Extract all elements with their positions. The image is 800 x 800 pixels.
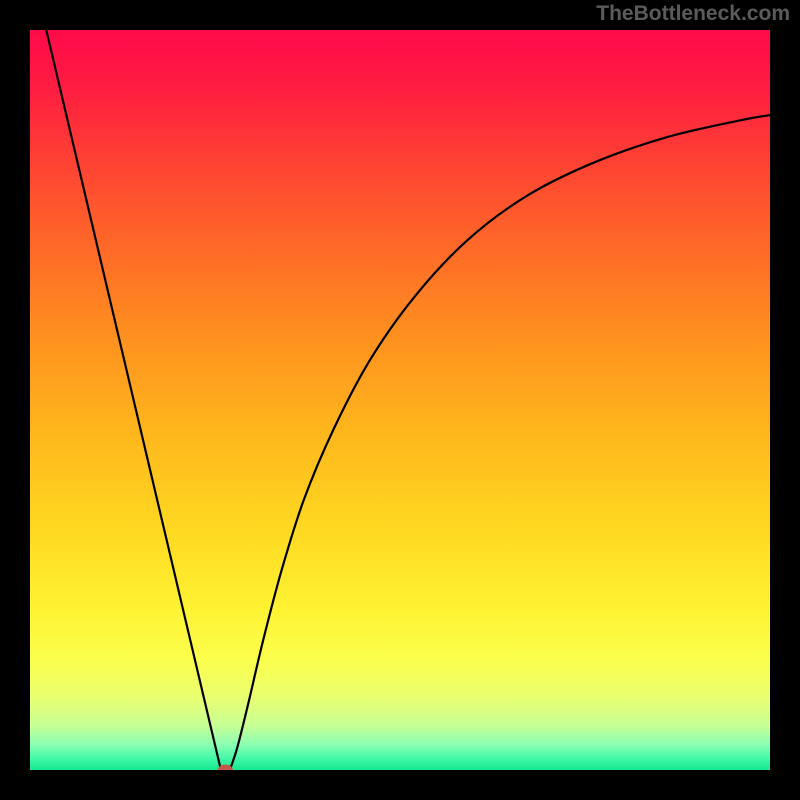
- bottleneck-chart: TheBottleneck.com: [0, 0, 800, 800]
- gradient-background: [30, 30, 770, 770]
- chart-svg: [0, 0, 800, 800]
- watermark-text: TheBottleneck.com: [596, 2, 790, 26]
